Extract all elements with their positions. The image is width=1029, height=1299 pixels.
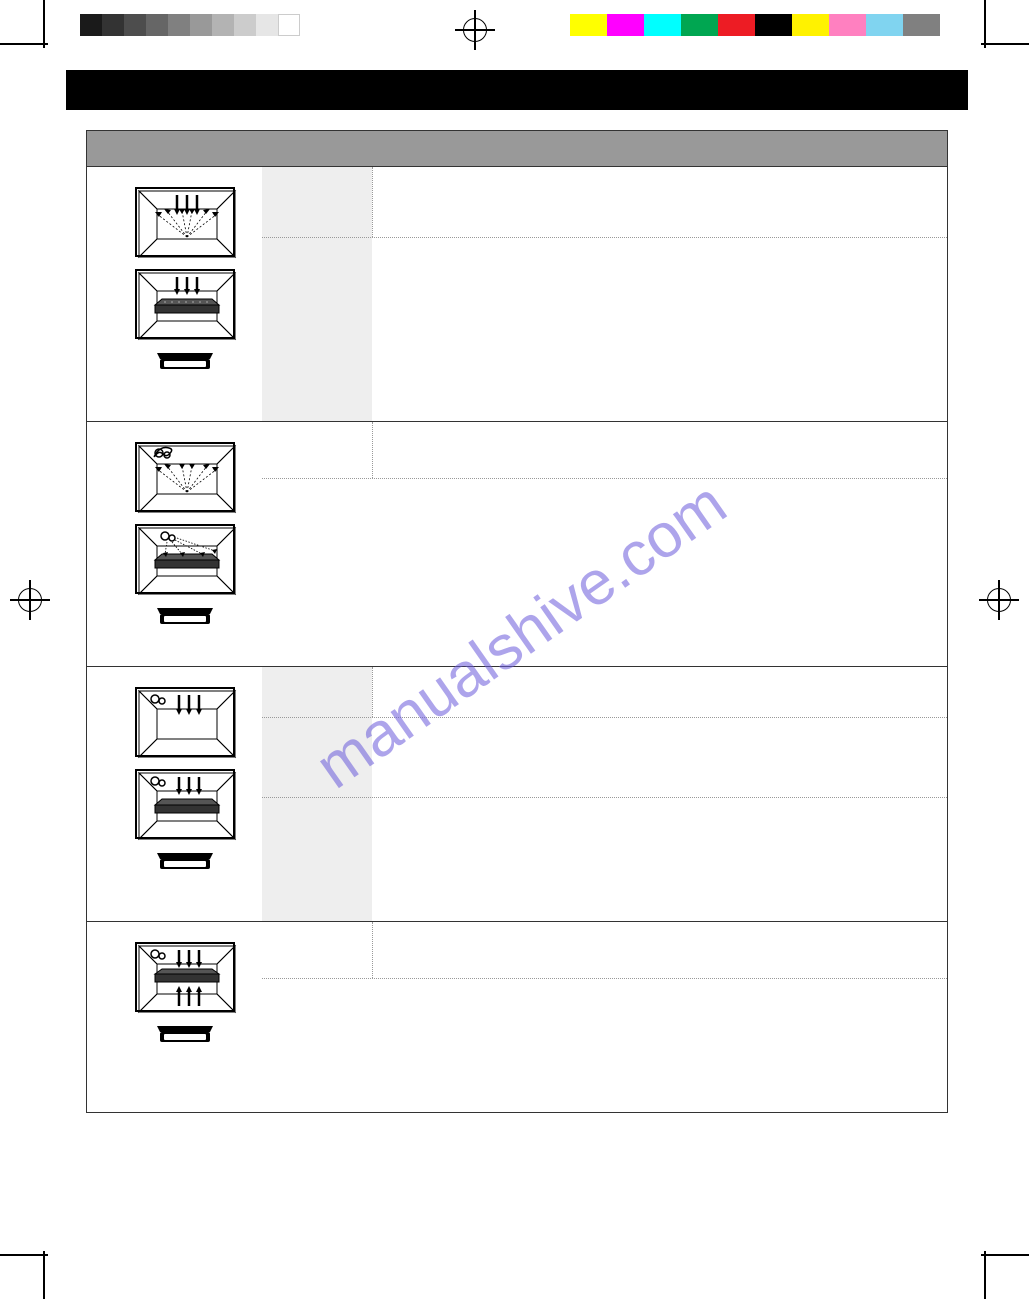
mode-row-steam [87,422,947,667]
crop-mark [0,43,48,45]
swatch [755,14,792,36]
swatch [866,14,903,36]
crop-mark [984,1251,986,1299]
swatch [124,14,146,36]
oven-steam-radiate-icon [135,442,235,512]
crop-mark [43,1251,45,1299]
divider-dotted [372,922,373,978]
swatch [80,14,102,36]
crop-mark [0,1254,48,1256]
swatch [718,14,755,36]
color-bar [570,14,940,36]
mode-row-steam-grill [87,667,947,922]
swatch [607,14,644,36]
crop-mark [981,1254,1029,1256]
swatch [234,14,256,36]
oven-steam-arrows-tray-icon [135,769,235,839]
swatch [681,14,718,36]
swatch [829,14,866,36]
cooking-modes-table [86,130,948,1113]
oven-steam-arrows-icon [135,687,235,757]
icon-column [87,422,262,666]
shaded-column [262,667,372,921]
swatch [570,14,607,36]
swatch [102,14,124,36]
divider-dotted [372,422,373,478]
swatch [168,14,190,36]
swatch [256,14,278,36]
swatch [278,14,300,36]
crop-mark [981,43,1029,45]
tray-icon [155,851,215,873]
divider-dotted [372,667,373,717]
icon-column [87,922,262,1112]
swatch [146,14,168,36]
icon-column [87,167,262,421]
divider-dotted [262,237,947,238]
divider-dotted [262,978,947,979]
page-header-band [66,70,968,110]
crop-mark [984,0,986,48]
divider-dotted [262,717,947,718]
oven-grill-tray-icon [135,269,235,339]
icon-column [87,667,262,921]
tray-icon [155,606,215,628]
tray-icon [155,1024,215,1046]
mode-row-steam-both [87,922,947,1112]
crop-mark [43,0,45,48]
registration-mark-top [455,10,495,50]
table-header [87,131,947,167]
oven-steam-tray-icon [135,524,235,594]
swatch [190,14,212,36]
swatch [644,14,681,36]
oven-steam-both-arrows-icon [135,942,235,1012]
divider-dotted [262,478,947,479]
registration-mark-left [10,580,50,620]
registration-mark-right [979,580,1019,620]
shaded-column [262,167,372,421]
tray-icon [155,351,215,373]
mode-row-grill [87,167,947,422]
divider-dotted [262,797,947,798]
swatch [903,14,940,36]
swatch [212,14,234,36]
divider-dotted [372,167,373,237]
oven-grill-radiate-icon [135,187,235,257]
swatch [792,14,829,36]
grayscale-bar [80,14,300,36]
